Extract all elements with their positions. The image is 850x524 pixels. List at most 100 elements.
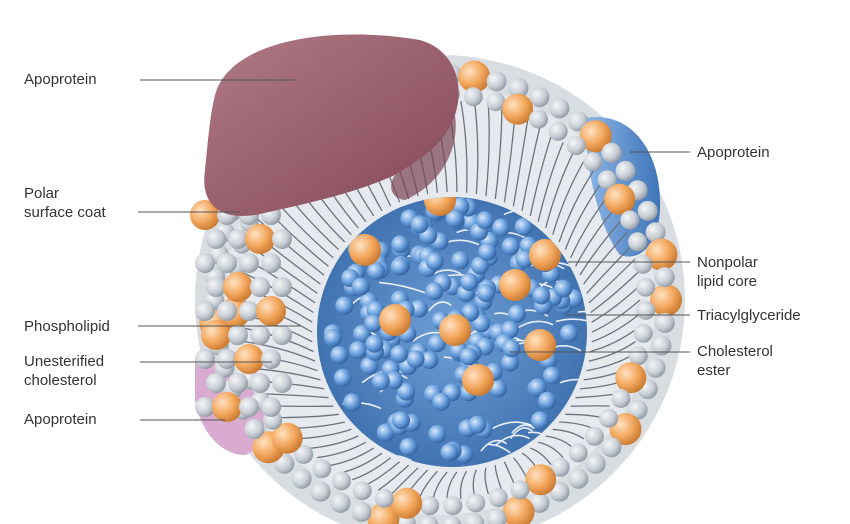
core-lipid-molecule: [538, 391, 557, 410]
phospholipid-head: [597, 170, 617, 190]
core-lipid-molecule: [478, 242, 497, 261]
unesterified-cholesterol-molecule: [234, 344, 264, 374]
label-nonpolar-line1: Nonpolar: [697, 254, 758, 271]
phospholipid-head: [636, 277, 656, 297]
core-lipid-molecule: [461, 303, 480, 322]
phospholipid-head: [206, 229, 226, 249]
phospholipid-head: [508, 78, 529, 99]
core-lipid-molecule: [406, 350, 425, 369]
unesterified-cholesterol-molecule: [502, 495, 535, 524]
core-lipid-molecule: [397, 382, 416, 401]
label-cholesterol-ester-line1: Cholesterol: [697, 343, 773, 360]
cholesterol-ester-molecule: [349, 234, 381, 266]
core-lipid-molecule: [468, 415, 487, 434]
phospholipid-head: [195, 349, 215, 369]
phospholipid-head: [261, 397, 281, 417]
phospholipid-head: [651, 335, 672, 356]
core-lipid-molecule: [365, 334, 384, 353]
phospholipid-head: [615, 160, 636, 181]
core-lipid-molecule: [531, 411, 549, 430]
core-lipid-molecule: [392, 411, 410, 430]
label-unesterified-cholesterol: Unesterified cholesterol: [24, 352, 104, 390]
phospholipid-head: [488, 488, 508, 508]
phospholipid-head: [206, 277, 226, 297]
phospholipid-head: [620, 210, 640, 230]
unesterified-cholesterol-molecule: [190, 200, 220, 230]
phospholipid-head: [633, 323, 653, 343]
phospholipid-head: [628, 346, 648, 366]
phospholipid-head: [420, 496, 440, 516]
phospholipid-head: [206, 373, 226, 393]
core-lipid-molecule: [507, 304, 526, 323]
label-nonpolar-lipid-core: Nonpolar lipid core: [697, 253, 758, 291]
phospholipid-head: [611, 389, 631, 408]
unesterified-cholesterol-molecule: [650, 284, 682, 316]
phospholipid-head: [585, 453, 606, 474]
core-lipid-molecule: [432, 392, 451, 411]
core-lipid-molecule: [428, 334, 446, 353]
core-lipid-molecule: [324, 328, 342, 347]
cholesterol-ester-molecule: [524, 329, 556, 361]
phospholipid-head: [584, 426, 604, 446]
phospholipid-head: [217, 349, 237, 369]
unesterified-cholesterol-molecule: [604, 183, 636, 215]
core-lipid-molecule: [390, 257, 409, 276]
phospholipid-head: [627, 399, 648, 420]
core-lipid-molecule: [428, 424, 447, 443]
core-lipid-molecule: [532, 286, 551, 305]
phospholipid-head: [601, 437, 622, 458]
core-lipid-molecule: [335, 296, 354, 315]
phospholipid-head: [244, 419, 265, 440]
phospholipid-head: [529, 492, 550, 513]
core-lipid-molecule: [391, 235, 410, 254]
phospholipid-head: [239, 301, 259, 321]
phospholipid-head: [228, 229, 248, 249]
core-lipid-molecule: [330, 346, 349, 364]
core-lipid-molecule: [459, 347, 478, 366]
phospholipid-head: [250, 325, 270, 345]
core-lipid-molecule: [440, 443, 459, 462]
core-lipid-molecule: [343, 393, 362, 412]
phospholipid-head: [637, 200, 658, 221]
unesterified-cholesterol-molecule: [391, 487, 423, 519]
phospholipid-head: [549, 98, 570, 119]
label-apoprotein-right: Apoprotein: [697, 144, 770, 161]
phospholipid-head: [195, 397, 215, 417]
phospholipid-head: [330, 492, 351, 513]
cholesterol-ester-molecule: [424, 197, 456, 216]
cholesterol-ester-molecule: [379, 304, 411, 336]
phospholipid-head: [217, 301, 237, 321]
core-lipid-molecule: [514, 217, 533, 236]
label-polar-line2: surface coat: [24, 204, 106, 221]
phospholipid-head: [529, 87, 550, 108]
core-lipid-molecule: [501, 320, 519, 339]
phospholipid-head: [548, 121, 568, 141]
phospholipid-head: [272, 325, 292, 345]
unesterified-cholesterol-molecule: [458, 60, 491, 93]
unesterified-cholesterol-molecule: [201, 320, 231, 350]
phospholipid-head: [599, 408, 619, 428]
phospholipid-head: [261, 253, 281, 273]
phospholipid-head: [466, 493, 486, 513]
phospholipid-head: [294, 444, 314, 464]
phospholipid-head: [272, 373, 292, 393]
phospholipid-head: [628, 232, 648, 252]
label-apoprotein-bottom: Apoprotein: [24, 411, 97, 428]
phospholipid-head: [645, 357, 666, 378]
core-lipid-molecule: [367, 262, 386, 281]
label-polar-surface-coat: Polar surface coat: [24, 184, 106, 222]
phospholipid-head: [583, 152, 603, 172]
phospholipid-head: [568, 468, 589, 489]
phospholipid-head: [633, 254, 653, 274]
core-lipid-molecule: [360, 356, 379, 375]
label-phospholipid: Phospholipid: [24, 318, 110, 335]
core-lipid-molecule: [425, 282, 444, 301]
core-lipid-molecule: [364, 314, 383, 333]
unesterified-cholesterol-molecule: [367, 502, 400, 524]
core-lipid-molecule: [502, 339, 521, 358]
core-lipid-molecule: [543, 366, 561, 385]
cholesterol-ester-molecule: [529, 239, 561, 271]
phospholipid-head: [310, 481, 331, 502]
phospholipid-head: [463, 87, 483, 107]
phospholipid-head: [645, 222, 666, 243]
